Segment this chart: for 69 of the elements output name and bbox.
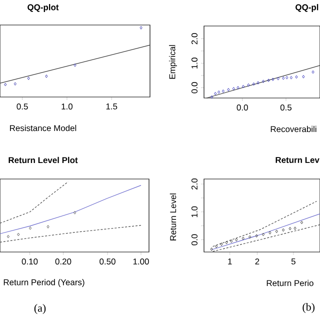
point bbox=[282, 76, 285, 80]
point bbox=[222, 89, 224, 93]
point bbox=[230, 239, 233, 243]
x-tick-label: 1.0 bbox=[62, 104, 73, 110]
y-tick-label: 2.0 bbox=[191, 33, 198, 44]
y-tick-label: 2.0 bbox=[191, 178, 198, 190]
x-axis-title: Return Perio bbox=[266, 280, 314, 286]
text: (a) bbox=[34, 304, 46, 314]
point bbox=[242, 236, 244, 240]
x-tick-label: 0.5 bbox=[16, 104, 28, 110]
point bbox=[300, 220, 304, 224]
chart-title: QQ-plot bbox=[28, 4, 59, 12]
point bbox=[242, 84, 245, 88]
point bbox=[282, 228, 285, 232]
point bbox=[288, 226, 292, 230]
y-tick-label: 0.0 bbox=[191, 234, 198, 246]
chart-title: Return Level Plot bbox=[8, 156, 78, 164]
point bbox=[276, 77, 280, 80]
point bbox=[272, 78, 274, 82]
point bbox=[45, 74, 48, 78]
point bbox=[227, 88, 230, 92]
point bbox=[247, 83, 250, 87]
point bbox=[267, 78, 270, 82]
point bbox=[140, 26, 142, 30]
x-tick-label: 0.5 bbox=[280, 104, 292, 111]
x-tick-label: 0.0 bbox=[236, 104, 248, 111]
point bbox=[252, 82, 256, 86]
point bbox=[256, 81, 260, 84]
point bbox=[218, 90, 220, 94]
x-axis-title: Resistance Model bbox=[10, 124, 76, 132]
point bbox=[14, 82, 16, 86]
x-tick-label: 0.10 bbox=[22, 258, 38, 265]
point bbox=[214, 92, 217, 96]
point bbox=[294, 226, 296, 230]
x-axis-title: Recoverabili bbox=[270, 126, 316, 132]
point bbox=[4, 82, 7, 86]
point bbox=[290, 76, 293, 80]
y-axis-title: Return Level bbox=[170, 194, 176, 240]
x-tick-label: 1.5 bbox=[106, 104, 118, 110]
chart-title: QQ-pl bbox=[296, 4, 318, 12]
x-tick-label: 2 bbox=[255, 258, 260, 264]
point bbox=[27, 76, 30, 80]
point bbox=[232, 87, 235, 90]
point bbox=[255, 234, 258, 238]
point bbox=[74, 64, 76, 67]
point bbox=[312, 70, 314, 74]
point bbox=[275, 230, 278, 234]
y-tick-label: 0.0 bbox=[191, 82, 198, 94]
point bbox=[210, 95, 214, 99]
x-tick-label: 5 bbox=[291, 258, 296, 264]
y-axis-title: Empirical bbox=[169, 45, 177, 79]
x-tick-label: 1.00 bbox=[133, 258, 149, 265]
point bbox=[235, 238, 238, 242]
point bbox=[262, 80, 265, 83]
y-tick-label: 1.0 bbox=[191, 58, 198, 68]
point bbox=[268, 231, 272, 234]
point bbox=[295, 75, 298, 79]
x-tick-label: 0.50 bbox=[100, 258, 116, 265]
x-tick-label: 1 bbox=[228, 258, 232, 264]
point bbox=[248, 235, 252, 239]
text: (b) bbox=[302, 303, 315, 313]
x-tick-label: 0.20 bbox=[55, 258, 72, 265]
point bbox=[302, 75, 305, 78]
y-tick-label: 1.0 bbox=[191, 206, 198, 218]
x-axis-title: Return Period (Years) bbox=[4, 279, 84, 287]
point bbox=[236, 86, 240, 90]
point bbox=[286, 76, 288, 80]
point bbox=[262, 232, 265, 236]
chart-title: Return Lev bbox=[276, 157, 320, 163]
